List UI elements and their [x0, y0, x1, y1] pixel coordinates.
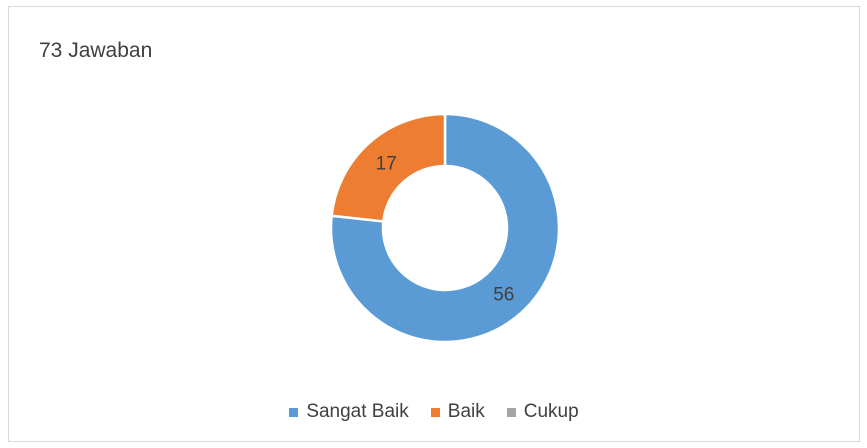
legend-swatch	[506, 407, 516, 417]
donut-slice-baik	[330, 112, 447, 223]
data-label-sangat-baik: 56	[493, 284, 514, 305]
chart-legend: Sangat Baik Baik Cukup	[9, 401, 859, 423]
legend-label: Baik	[447, 401, 485, 422]
legend-entry-cukup: Cukup	[506, 401, 579, 423]
data-label-baik: 17	[376, 154, 397, 175]
legend-label: Sangat Baik	[306, 401, 409, 422]
chart-title: 73 Jawaban	[39, 39, 153, 62]
legend-swatch	[289, 407, 299, 417]
chart-frame: 73 Jawaban 56 17 Sangat Baik Baik Cukup	[8, 6, 860, 442]
legend-label: Cukup	[523, 401, 579, 422]
legend-entry-sangat-baik: Sangat Baik	[289, 401, 409, 423]
legend-entry-baik: Baik	[430, 401, 485, 423]
donut-chart: 56 17	[329, 112, 561, 344]
donut-slice-sangat-baik	[329, 112, 561, 344]
legend-swatch	[430, 407, 440, 417]
